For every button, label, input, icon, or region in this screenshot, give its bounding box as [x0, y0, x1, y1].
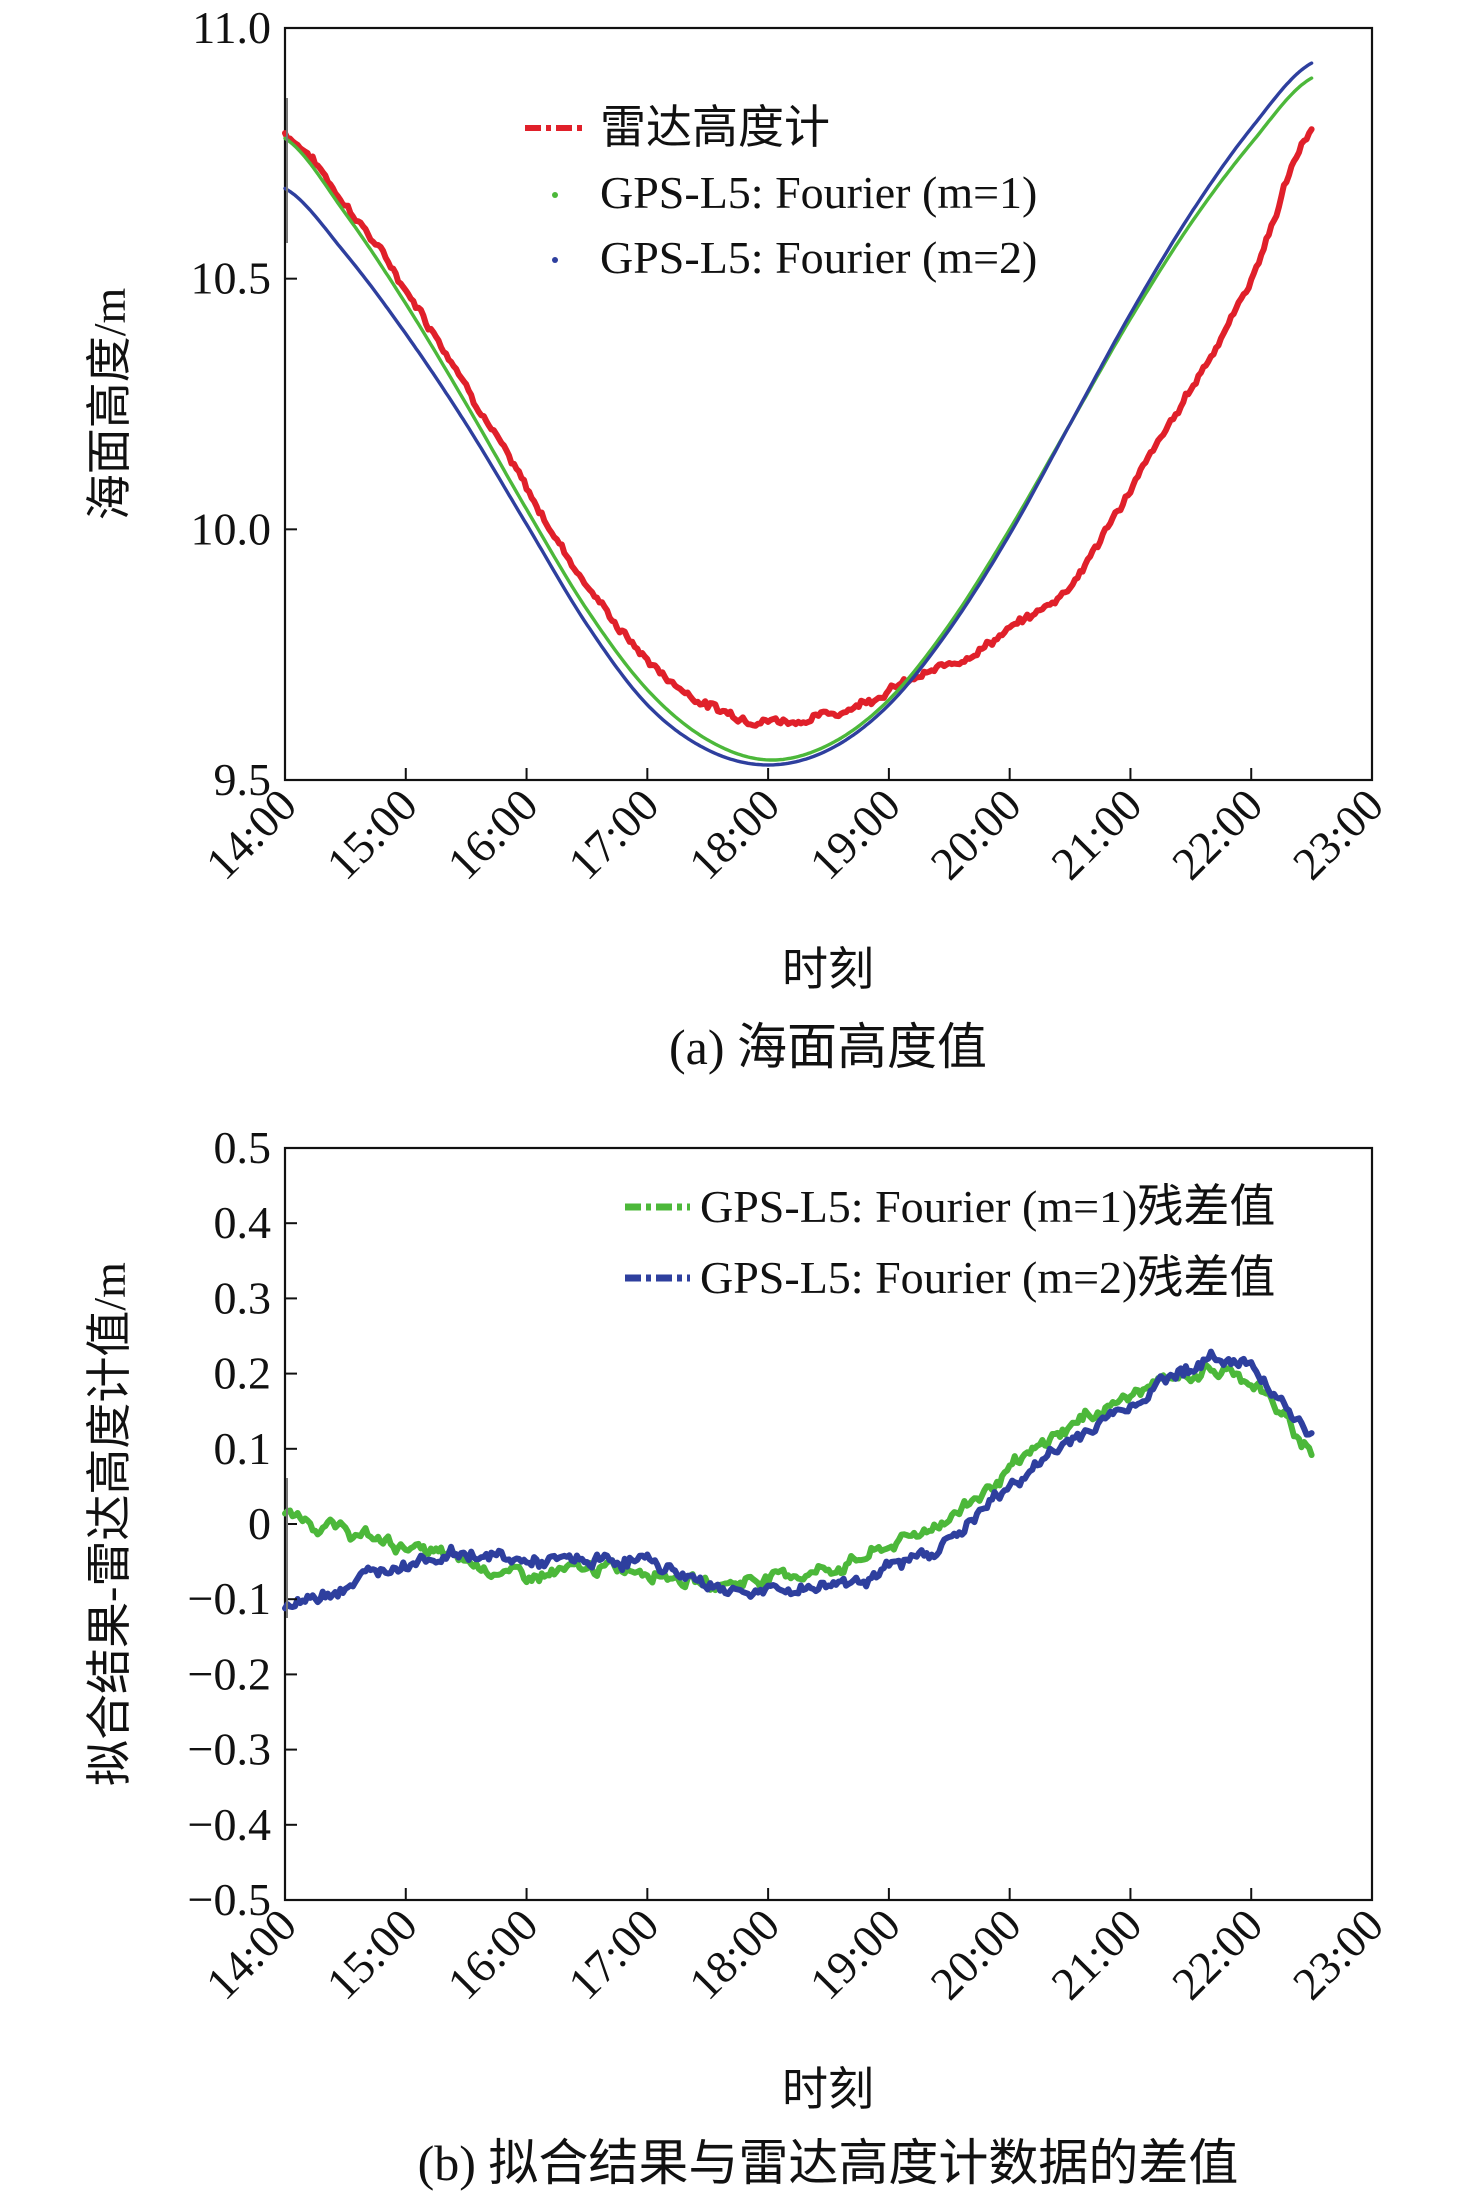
chart-a-series-line-1 [282, 126, 1315, 729]
chart-b-y-tick-label: 0.2 [214, 1348, 272, 1399]
chart-b-ylabel: 拟合结果-雷达高度计值/m [84, 1262, 135, 1786]
chart-b-y-tick-label: −0.2 [188, 1648, 271, 1699]
legend-label-fourier-m2: GPS-L5: Fourier (m=2) [600, 232, 1037, 283]
chart-b-y-tick-label: −0.3 [188, 1724, 271, 1775]
chart-a-ylabel: 海面高度/m [84, 288, 135, 521]
chart-b-legend: GPS-L5: Fourier (m=1)残差值 GPS-L5: Fourier… [625, 1181, 1275, 1303]
chart-a-x-tick-label: 16:00 [437, 779, 547, 889]
chart-b-series-line-1 [282, 1361, 1315, 1594]
chart-a-xlabel: 时刻 [782, 944, 874, 995]
chart-b-y-tick-label: 0 [248, 1498, 271, 1549]
legend-swatch-fourier-m2 [552, 257, 558, 263]
chart-b-x-tick-label: 16:00 [437, 1899, 547, 2009]
chart-a-y-tick-label: 10.0 [191, 503, 272, 554]
chart-a-x-tick-label: 22:00 [1162, 779, 1272, 889]
chart-b-x-tick-label: 19:00 [800, 1899, 910, 2009]
chart-a-x-tick-label: 21:00 [1041, 779, 1151, 889]
chart-b-x-tick-label: 15:00 [317, 1899, 427, 2009]
chart-a-y-tick-label: 11.0 [192, 2, 271, 53]
legend-label-fourier-m1: GPS-L5: Fourier (m=1) [600, 167, 1037, 218]
chart-b-y-tick-label: −0.1 [188, 1573, 271, 1624]
chart-b-x-tick-label: 20:00 [921, 1899, 1031, 2009]
chart-b-caption: (b) 拟合结果与雷达高度计数据的差值 [418, 2135, 1239, 2191]
legend-label-residual-m2: GPS-L5: Fourier (m=2)残差值 [700, 1252, 1275, 1303]
chart-a-x-tick-label: 20:00 [921, 779, 1031, 889]
chart-b-x-tick-label: 21:00 [1041, 1899, 1151, 2009]
chart-b-y-tick-label: 0.3 [214, 1272, 272, 1323]
chart-b-xlabel: 时刻 [782, 2064, 874, 2115]
chart-a-series-layer [282, 61, 1315, 767]
legend-label-residual-m1: GPS-L5: Fourier (m=1)残差值 [700, 1181, 1275, 1232]
chart-a-x-tick-label: 19:00 [800, 779, 910, 889]
chart-b-y-tick-label: 0.4 [214, 1197, 272, 1248]
legend-label-radar: 雷达高度计 [600, 102, 830, 153]
chart-a-x-tick-label: 15:00 [317, 779, 427, 889]
chart-b-y-tick-label: 0.1 [214, 1423, 272, 1474]
chart-b-y-tick-label: −0.5 [188, 1874, 271, 1925]
chart-b-y-tick-label: −0.4 [188, 1799, 271, 1850]
chart-a-x-tick-label: 17:00 [558, 779, 668, 889]
chart-b-x-tick-label: 17:00 [558, 1899, 668, 2009]
chart-b-y-tick-label: 0.5 [214, 1122, 272, 1173]
chart-a-series-line-2 [283, 76, 1314, 762]
chart-a-y-tick-label: 10.5 [191, 253, 272, 304]
chart-b-series-layer [282, 1348, 1315, 1612]
chart-b-x-tick-label: 23:00 [1283, 1899, 1393, 2009]
chart-a-caption: (a) 海面高度值 [669, 1019, 987, 1075]
chart-a-y-tick-label: 9.5 [214, 754, 272, 805]
chart-b-x-tick-label: 18:00 [679, 1899, 789, 2009]
chart-a-x-tick-label: 18:00 [679, 779, 789, 889]
chart-b-series-line-2 [282, 1348, 1315, 1612]
chart-a-frame [283, 26, 1374, 782]
chart-b: 14:00 15:00 16:00 17:00 18:00 19:00 20:00 21:00… [84, 1122, 1393, 2191]
chart-a: 14:00 15:00 16:00 17:00 18:00 19:00 20:00 21:00… [84, 2, 1393, 1075]
chart-a-legend: 雷达高度计 GPS-L5: Fourier (m=1) GPS-L5: Four… [525, 102, 1037, 283]
chart-b-x-tick-label: 22:00 [1162, 1899, 1272, 2009]
legend-swatch-fourier-m1 [552, 192, 558, 198]
chart-a-series-line-3 [283, 61, 1314, 767]
chart-a-x-tick-label: 23:00 [1283, 779, 1393, 889]
